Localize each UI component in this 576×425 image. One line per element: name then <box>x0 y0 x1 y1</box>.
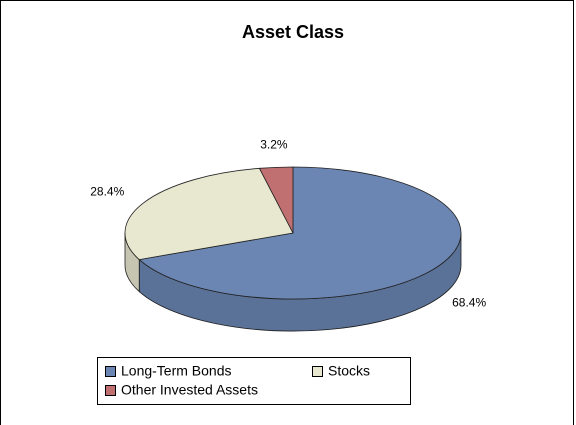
legend-label: Stocks <box>328 363 370 379</box>
legend-label: Other Invested Assets <box>121 382 258 398</box>
data-label: 3.2% <box>260 138 288 152</box>
legend-box <box>97 357 411 405</box>
pie-slice <box>258 166 294 234</box>
legend-swatch <box>312 366 323 377</box>
legend-label: Long-Term Bonds <box>121 363 232 379</box>
pie-slice <box>138 166 462 300</box>
data-label: 28.4% <box>90 185 124 199</box>
data-label: 68.4% <box>452 296 486 310</box>
legend-swatch <box>105 366 116 377</box>
legend-swatch <box>105 385 116 396</box>
chart-title: Asset Class <box>242 22 344 42</box>
pie-slice <box>124 167 294 261</box>
